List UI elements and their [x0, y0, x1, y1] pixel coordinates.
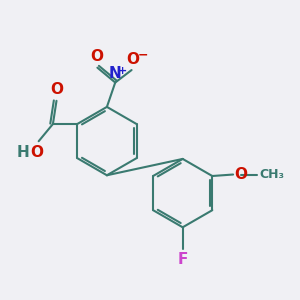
Text: O: O — [234, 167, 247, 182]
Text: N: N — [109, 66, 122, 81]
Text: O: O — [90, 49, 103, 64]
Text: −: − — [138, 48, 148, 61]
Text: O: O — [31, 145, 44, 160]
Text: O: O — [127, 52, 140, 67]
Text: F: F — [178, 252, 188, 267]
Text: +: + — [117, 66, 127, 76]
Text: O: O — [50, 82, 63, 97]
Text: CH₃: CH₃ — [259, 168, 284, 181]
Text: H: H — [17, 145, 30, 160]
